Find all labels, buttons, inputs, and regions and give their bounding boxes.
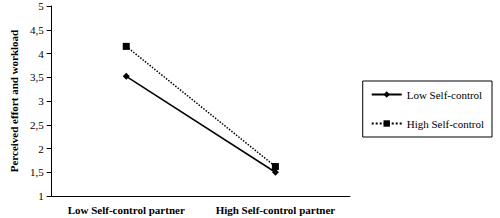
svg-text:2: 2 — [38, 143, 44, 155]
svg-text:3,5: 3,5 — [30, 71, 44, 83]
svg-text:High Self-control partner: High Self-control partner — [216, 204, 336, 216]
svg-text:Perceived effort and workload: Perceived effort and workload — [8, 30, 20, 172]
svg-text:4: 4 — [38, 48, 44, 60]
svg-text:High Self-control: High Self-control — [407, 118, 484, 130]
svg-text:1,5: 1,5 — [30, 166, 44, 178]
svg-text:4,5: 4,5 — [30, 24, 44, 36]
svg-text:2,5: 2,5 — [30, 119, 44, 131]
svg-text:Low Self-control: Low Self-control — [407, 89, 482, 101]
svg-text:3: 3 — [38, 95, 44, 107]
svg-text:Low Self-control partner: Low Self-control partner — [68, 204, 185, 216]
svg-text:1: 1 — [38, 190, 44, 202]
svg-text:5: 5 — [38, 0, 44, 12]
